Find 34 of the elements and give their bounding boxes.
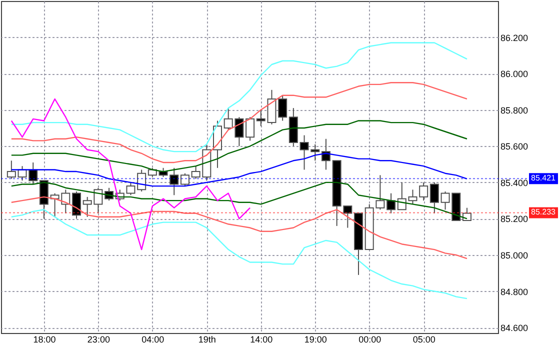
x-tick-label: 05:00 — [412, 334, 436, 344]
ref-line-label: 85.421 — [531, 174, 556, 183]
candlestick — [462, 207, 472, 222]
x-tick-label: 23:00 — [87, 334, 110, 344]
y-tick-label: 85.200 — [500, 214, 528, 224]
y-tick-label: 86.200 — [500, 32, 528, 43]
x-tick-label: 00:00 — [358, 334, 382, 344]
candlestick — [6, 160, 16, 180]
y-tick-label: 84.800 — [500, 286, 528, 297]
x-tick-label: 19th — [198, 334, 216, 344]
line-series — [10, 98, 251, 250]
candlestick — [72, 190, 81, 220]
line-series — [10, 42, 468, 152]
candlestick — [430, 182, 439, 214]
x-tick-label: 19:00 — [304, 334, 327, 344]
candlestick — [386, 192, 396, 214]
ref-line-label: 85.233 — [531, 208, 556, 217]
x-tick-label: 14:00 — [250, 334, 273, 344]
line-series — [10, 209, 468, 300]
candlestick — [39, 180, 48, 220]
x-tick-label: 04:00 — [142, 334, 164, 344]
candlestick — [278, 94, 288, 122]
line-series — [10, 82, 468, 164]
y-tick-label: 85.000 — [500, 250, 528, 260]
candlestick — [419, 182, 428, 202]
x-tick-label: 18:00 — [33, 334, 56, 344]
candlestick — [137, 169, 146, 192]
y-tick-label: 84.600 — [500, 323, 528, 334]
y-tick-label: 86.000 — [500, 69, 528, 80]
y-tick-label: 85.400 — [500, 178, 528, 188]
y-tick-label: 85.800 — [500, 105, 528, 116]
candlestick — [180, 172, 190, 187]
candlestick — [246, 116, 255, 142]
y-tick-label: 85.600 — [500, 142, 528, 152]
